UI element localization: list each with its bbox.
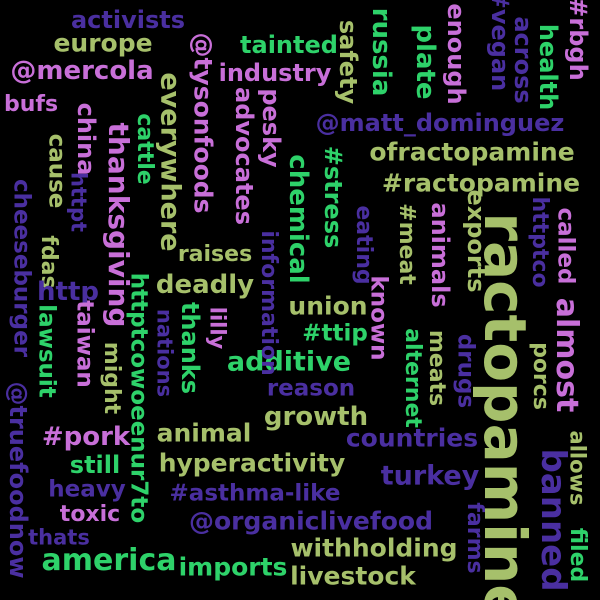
word-hashtag-meat: #meat xyxy=(394,203,419,285)
word-toxic: toxic xyxy=(59,502,121,527)
word-meats: meats xyxy=(424,329,449,407)
word-industry: industry xyxy=(218,59,332,87)
word-porcs: porcs xyxy=(528,342,553,410)
word-exports: exports xyxy=(462,189,490,293)
word-almost: almost xyxy=(549,297,584,413)
word-taiwan: taiwan xyxy=(71,300,98,388)
word-tainted: tainted xyxy=(240,31,338,59)
word-cheeseburger: cheeseburger xyxy=(8,178,35,358)
word-information: information xyxy=(256,230,281,376)
word-hashtag-pork: #pork xyxy=(41,422,131,452)
word-chemical: chemical xyxy=(283,154,313,284)
word-reason: reason xyxy=(266,375,356,402)
word-thanks: thanks xyxy=(176,301,204,395)
word-union: union xyxy=(288,291,368,321)
word-deadly: deadly xyxy=(155,270,255,300)
word-enough: enough xyxy=(442,3,470,105)
word-withholding: withholding xyxy=(290,533,458,563)
word-europe: europe xyxy=(53,28,153,58)
word-everywhere: everywhere xyxy=(154,72,186,252)
word-america: america xyxy=(41,543,177,578)
word-turkey: turkey xyxy=(380,460,480,492)
word-advocates: advocates xyxy=(230,87,258,225)
word-mercola: @mercola xyxy=(10,56,154,86)
word-httptcowoeenur7to: httptcowoeenur7to xyxy=(125,272,152,524)
word-safety: safety xyxy=(334,19,362,105)
word-might: might xyxy=(99,341,124,415)
word-eating: eating xyxy=(351,205,376,285)
word-matt-dominguez: @matt_dominguez xyxy=(315,109,565,137)
word-httpt: httpt xyxy=(66,171,91,233)
word-plate: plate xyxy=(410,24,440,100)
word-pesky: pesky xyxy=(257,88,285,168)
word-nations: nations xyxy=(152,308,177,398)
word-hyperactivity: hyperactivity xyxy=(158,448,346,478)
word-hashtag-ractopamine: #ractopamine xyxy=(381,168,581,198)
word-lawsuit: lawsuit xyxy=(33,304,60,398)
word-heavy: heavy xyxy=(48,476,126,503)
word-raises: raises xyxy=(177,242,253,267)
word-growth: growth xyxy=(263,402,369,432)
word-livestock: livestock xyxy=(290,561,416,591)
word-drugs: drugs xyxy=(452,333,479,409)
word-filed: filed xyxy=(565,527,590,583)
word-activists: activists xyxy=(70,6,186,34)
word-ofractopamine: ofractopamine xyxy=(369,137,575,167)
word-countries: countries xyxy=(345,423,479,453)
word-truefoodnow: @truefoodnow xyxy=(4,381,32,579)
word-alternet: alternet xyxy=(400,328,425,428)
word-animals: animals xyxy=(426,202,454,308)
word-hashtag-ttip: #ttip xyxy=(302,320,368,347)
word-lilly: lilly xyxy=(205,306,230,350)
word-organiclivefood: @organiclivefood xyxy=(189,506,433,536)
word-bufs: bufs xyxy=(3,92,59,117)
word-cattle: cattle xyxy=(132,113,157,185)
word-still: still xyxy=(69,451,121,479)
word-known: known xyxy=(365,275,392,361)
word-hashtag-rbgh: #rbgh xyxy=(564,0,592,81)
word-additive: additive xyxy=(226,346,352,378)
word-called: called xyxy=(552,207,579,285)
word-hashtag-asthma-like: #asthma-like xyxy=(169,480,341,507)
word-animal: animal xyxy=(156,418,252,448)
word-across: across xyxy=(509,16,537,104)
word-cause: cause xyxy=(43,133,70,209)
word-china: china xyxy=(72,102,100,176)
word-httptco: httptco xyxy=(527,196,552,288)
word-imports: imports xyxy=(178,552,288,582)
word-thats: thats xyxy=(28,525,90,550)
word-http: http xyxy=(37,277,99,307)
word-allows: allows xyxy=(565,430,590,506)
word-health: health xyxy=(534,23,562,111)
word-russia: russia xyxy=(366,7,396,97)
word-hashtag-stress: #stress xyxy=(319,145,347,249)
word-tysonfoods: @tysonfoods xyxy=(188,32,218,214)
word-farms: farms xyxy=(462,502,487,574)
